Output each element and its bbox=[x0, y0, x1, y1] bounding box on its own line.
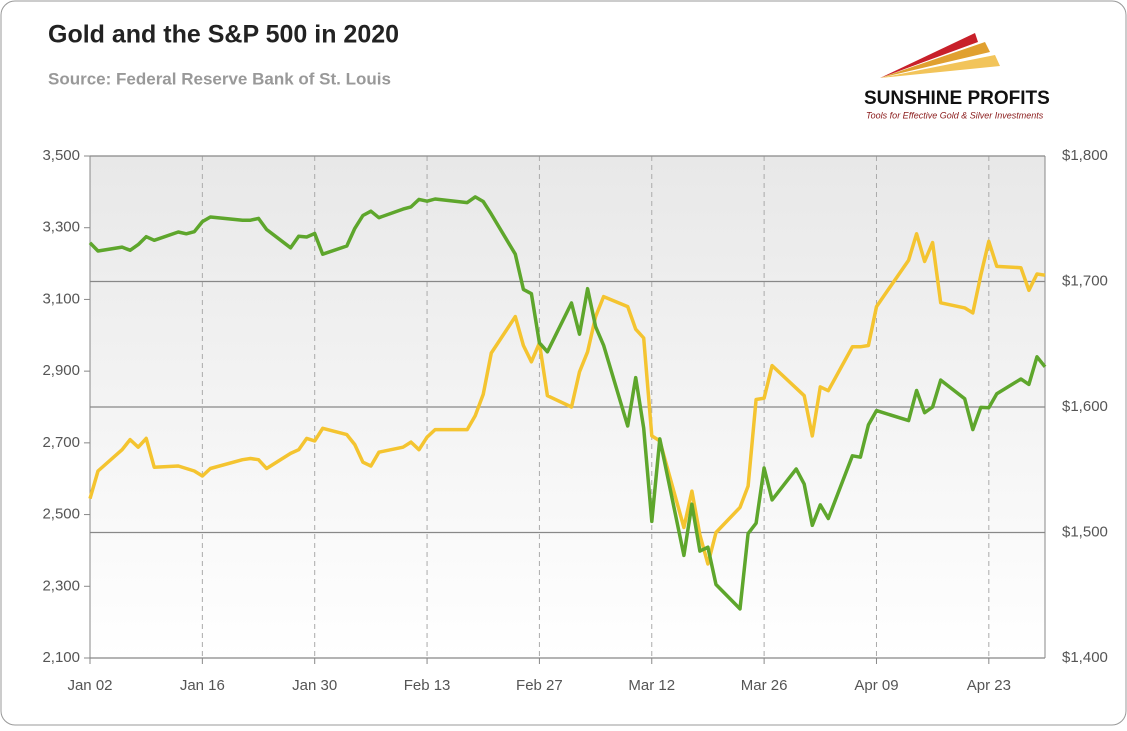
y-tick-label: 3,300 bbox=[42, 219, 80, 236]
y2-tick-label: $1,600 bbox=[1062, 398, 1108, 415]
series-line bbox=[88, 195, 1047, 611]
y-tick-label: 2,500 bbox=[42, 506, 80, 523]
logo-ray bbox=[880, 33, 978, 78]
logo: SUNSHINE PROFITS Tools for Effective Gol… bbox=[864, 33, 1050, 120]
logo-tagline: Tools for Effective Gold & Silver Invest… bbox=[866, 110, 1044, 120]
logo-ray bbox=[880, 55, 1000, 78]
x-tick-label: Jan 02 bbox=[67, 677, 112, 694]
logo-name: SUNSHINE PROFITS bbox=[864, 88, 1050, 109]
y2-tick-label: $1,800 bbox=[1062, 147, 1108, 164]
logo-ray bbox=[880, 42, 990, 78]
x-tick-label: Mar 26 bbox=[741, 677, 788, 694]
y2-tick-label: $1,400 bbox=[1062, 649, 1108, 666]
y-tick-label: 3,500 bbox=[42, 147, 80, 164]
y-tick-label: 2,700 bbox=[42, 434, 80, 451]
series-line bbox=[88, 232, 1046, 566]
x-tick-label: Apr 23 bbox=[967, 677, 1011, 694]
chart-title: Gold and the S&P 500 in 2020 bbox=[48, 21, 399, 49]
x-tick-label: Feb 13 bbox=[404, 677, 451, 694]
x-tick-label: Mar 12 bbox=[628, 677, 675, 694]
x-tick-label: Feb 27 bbox=[516, 677, 563, 694]
x-tick-label: Jan 30 bbox=[292, 677, 337, 694]
x-tick-label: Apr 09 bbox=[854, 677, 898, 694]
y2-tick-label: $1,700 bbox=[1062, 272, 1108, 289]
x-tick-label: Jan 16 bbox=[180, 677, 225, 694]
y-tick-label: 3,100 bbox=[42, 290, 80, 307]
y-tick-label: 2,300 bbox=[42, 577, 80, 594]
y-tick-label: 2,900 bbox=[42, 362, 80, 379]
y-tick-label: 2,100 bbox=[42, 649, 80, 666]
y2-tick-label: $1,500 bbox=[1062, 523, 1108, 540]
chart-subtitle: Source: Federal Reserve Bank of St. Loui… bbox=[48, 69, 391, 88]
